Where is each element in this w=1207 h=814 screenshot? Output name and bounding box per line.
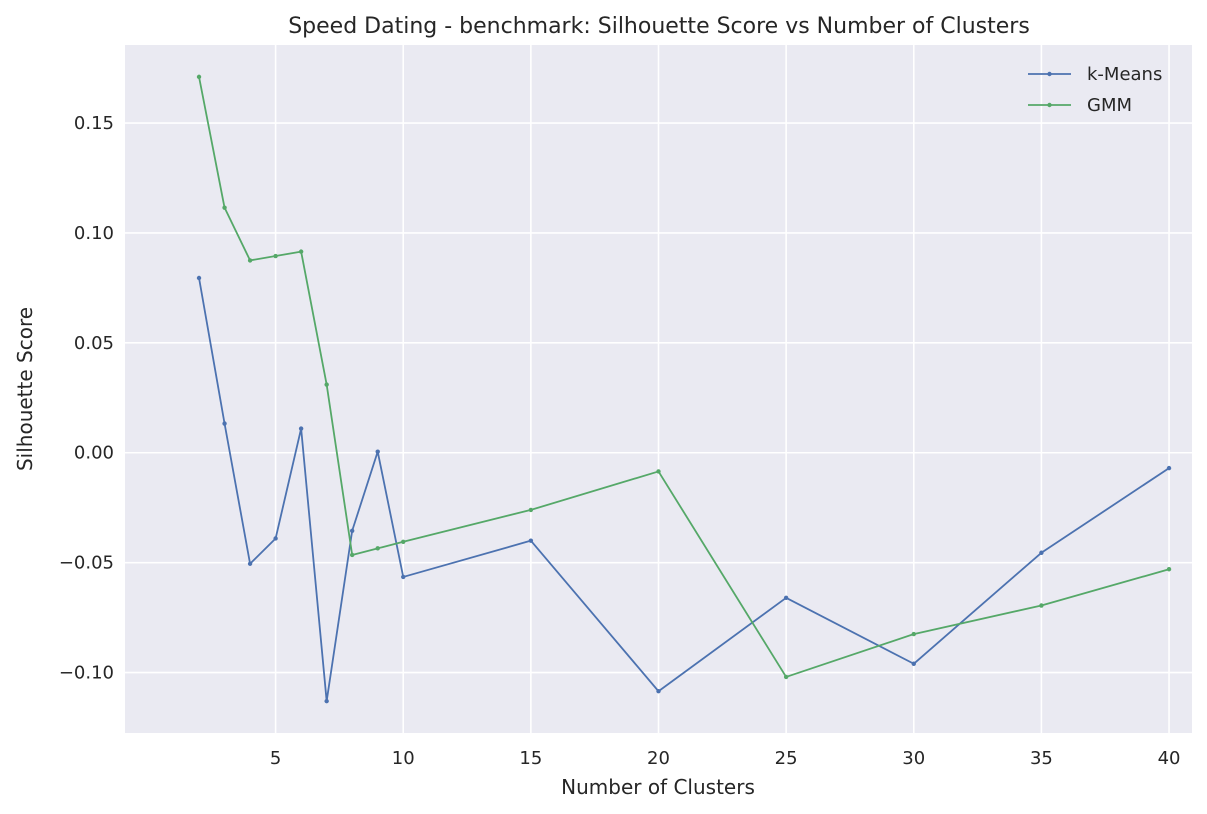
y-axis-label: Silhouette Score: [13, 307, 37, 471]
data-point-k-means: [401, 574, 406, 580]
chart-title: Speed Dating - benchmark: Silhouette Sco…: [288, 14, 1030, 39]
x-tick-label: 25: [775, 748, 798, 769]
data-point-gmm: [196, 74, 202, 80]
x-tick-label: 40: [1158, 748, 1181, 769]
data-point-k-means: [196, 275, 202, 281]
data-point-k-means: [273, 536, 278, 541]
legend-item-gmm: GMM: [1028, 95, 1132, 116]
data-point-gmm: [783, 674, 789, 680]
x-axis-ticks: 5 10 15 20 25 30 35 40: [270, 748, 1181, 769]
data-point-gmm: [1166, 567, 1172, 572]
data-point-k-means: [349, 528, 355, 533]
x-tick-label: 20: [647, 748, 670, 769]
data-point-gmm: [656, 469, 661, 474]
legend-label: GMM: [1087, 95, 1132, 116]
data-point-k-means: [656, 689, 661, 694]
data-point-gmm: [401, 539, 406, 544]
legend-marker: [1047, 71, 1052, 77]
y-tick-label: −0.10: [59, 663, 114, 684]
x-tick-label: 5: [270, 748, 281, 769]
y-tick-label: −0.05: [59, 553, 114, 574]
y-tick-label: 0.05: [74, 333, 114, 354]
y-tick-label: 0.00: [74, 443, 114, 464]
data-point-k-means: [911, 661, 916, 666]
y-axis-ticks: −0.10 −0.05 0.00 0.05 0.10 0.15: [59, 113, 114, 684]
data-point-gmm: [911, 631, 916, 637]
legend-item-k-means: k-Means: [1028, 64, 1162, 85]
data-point-k-means: [528, 538, 534, 543]
data-point-k-means: [222, 421, 227, 426]
data-point-gmm: [375, 546, 380, 551]
legend: k-Means GMM: [1028, 64, 1162, 116]
data-point-k-means: [247, 561, 253, 566]
data-point-gmm: [349, 552, 355, 558]
data-point-gmm: [222, 205, 227, 210]
data-point-gmm: [528, 507, 534, 513]
y-tick-label: 0.10: [74, 223, 114, 244]
x-tick-label: 15: [519, 748, 542, 769]
x-tick-label: 10: [392, 748, 415, 769]
x-axis-label: Number of Clusters: [561, 775, 755, 799]
data-point-gmm: [324, 382, 329, 387]
data-point-gmm: [298, 249, 304, 254]
legend-label: k-Means: [1087, 64, 1162, 85]
data-point-k-means: [783, 595, 789, 601]
data-point-k-means: [375, 449, 380, 454]
data-point-k-means: [1166, 465, 1172, 471]
data-point-gmm: [247, 258, 253, 263]
data-point-k-means: [1039, 550, 1044, 555]
x-tick-label: 30: [902, 748, 925, 769]
data-point-gmm: [1039, 603, 1044, 608]
series-k-means: [196, 275, 1172, 704]
data-point-k-means: [324, 698, 329, 704]
grid-lines: [125, 45, 1192, 733]
x-tick-label: 35: [1030, 748, 1053, 769]
data-point-k-means: [298, 426, 304, 431]
legend-marker: [1047, 102, 1052, 108]
data-point-gmm: [273, 253, 278, 259]
series-layer: [196, 74, 1172, 704]
series-gmm: [196, 74, 1172, 680]
y-tick-label: 0.15: [74, 113, 114, 134]
